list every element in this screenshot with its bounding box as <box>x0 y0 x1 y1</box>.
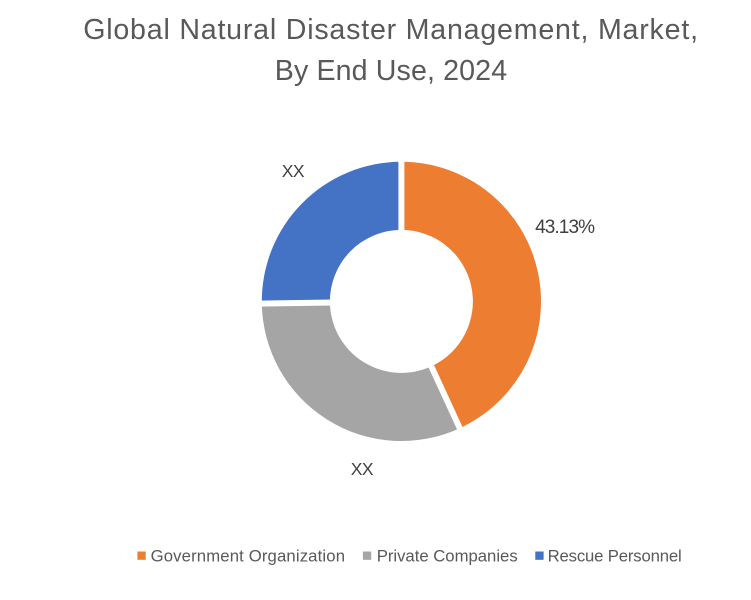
svg-text:By End Use, 2024: By End Use, 2024 <box>275 55 507 87</box>
svg-text:XX: XX <box>282 161 305 181</box>
svg-text:43.13%: 43.13% <box>535 217 595 238</box>
svg-text:XX: XX <box>351 459 374 479</box>
svg-text:Rescue Personnel: Rescue Personnel <box>548 547 682 566</box>
svg-text:Private Companies: Private Companies <box>377 547 518 566</box>
svg-text:Global Natural Disaster Manage: Global Natural Disaster Management, Mark… <box>83 14 699 46</box>
svg-text:Government Organization: Government Organization <box>151 547 346 566</box>
